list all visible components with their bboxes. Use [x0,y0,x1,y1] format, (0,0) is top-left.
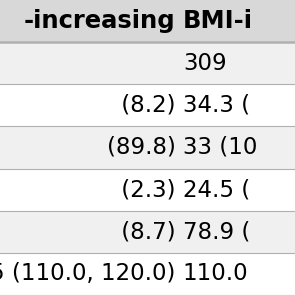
Text: 33 (10: 33 (10 [183,136,257,159]
FancyBboxPatch shape [0,253,295,295]
Text: (89.8): (89.8) [107,136,176,159]
FancyBboxPatch shape [0,211,295,253]
Text: (8.2): (8.2) [114,94,176,117]
Text: 78.9 (: 78.9 ( [183,220,250,243]
FancyBboxPatch shape [0,0,295,42]
FancyBboxPatch shape [0,127,295,168]
FancyBboxPatch shape [0,168,295,211]
Text: BMI-i: BMI-i [183,9,253,33]
Text: -increasing: -increasing [24,9,176,33]
Text: 34.3 (: 34.3 ( [183,94,250,117]
FancyBboxPatch shape [0,84,295,127]
Text: 24.5 (: 24.5 ( [183,178,250,201]
Text: (8.7): (8.7) [114,220,176,243]
FancyBboxPatch shape [0,42,295,84]
Text: 5 (110.0, 120.0): 5 (110.0, 120.0) [0,263,176,286]
Text: 309: 309 [183,52,227,75]
Text: 110.0: 110.0 [183,263,248,286]
Text: (2.3): (2.3) [114,178,176,201]
